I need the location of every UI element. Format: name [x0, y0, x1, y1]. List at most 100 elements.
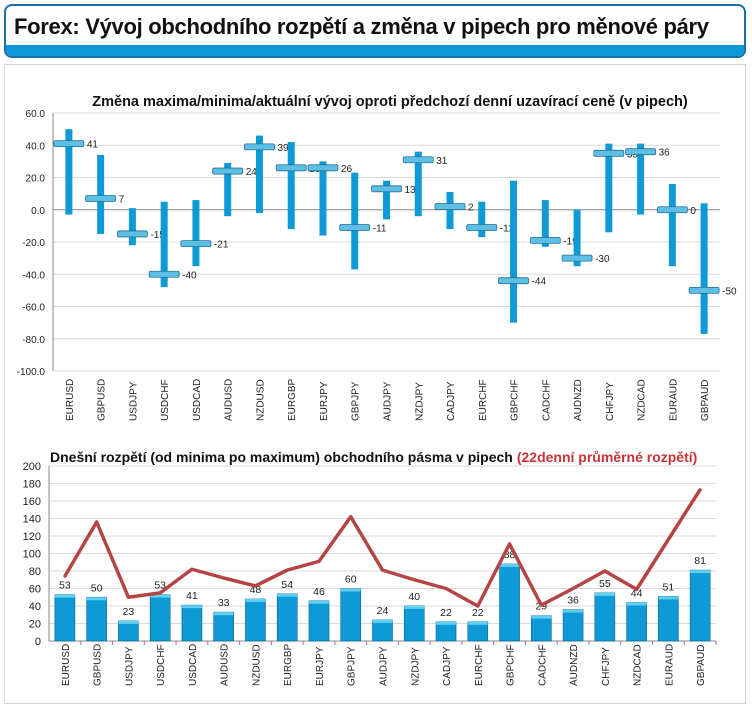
x-tick-label: GBPJPY	[351, 381, 362, 421]
current-marker	[117, 230, 148, 238]
current-marker	[561, 254, 593, 262]
bar-value-label: 23	[123, 606, 135, 618]
current-marker	[498, 277, 529, 285]
chart2-title-main: Dnešní rozpětí (od minima po maximum) ob…	[50, 449, 513, 465]
current-marker	[529, 236, 561, 244]
current-marker	[371, 185, 402, 193]
current-value-label: 41	[87, 140, 99, 151]
x-tick-label: NZDJPY	[410, 647, 421, 686]
range-bar	[213, 611, 234, 642]
x-tick-label: EURJPY	[319, 381, 330, 421]
y-tick-label: 160	[23, 496, 41, 508]
range-bar	[658, 596, 679, 642]
current-marker	[275, 164, 307, 172]
current-marker	[212, 167, 244, 175]
y-tick-label: 0	[35, 636, 41, 648]
range-bar	[446, 192, 454, 230]
range-bar	[478, 201, 486, 238]
range-bar	[383, 180, 390, 220]
range-bar	[414, 151, 422, 217]
bar-value-label: 41	[186, 590, 198, 602]
x-tick-label: AUDNZD	[569, 644, 580, 686]
average-range-point	[190, 567, 194, 571]
average-range-point	[95, 520, 99, 524]
x-tick-label: GBPUSD	[93, 644, 104, 686]
bar-highlight	[436, 621, 457, 625]
y-tick-label: 80	[29, 566, 41, 578]
bar-value-label: 24	[377, 605, 389, 617]
range-bar	[499, 563, 520, 642]
bar-highlight	[404, 606, 425, 609]
current-value-label: 13	[405, 185, 417, 196]
bar-value-label: 53	[59, 580, 71, 592]
y-tick-label: -40.0	[22, 270, 45, 281]
x-tick-label: CADCHF	[537, 644, 548, 686]
range-bar	[340, 588, 362, 642]
range-bar	[181, 604, 203, 642]
current-marker	[339, 224, 371, 231]
current-value-label: -15	[150, 230, 165, 241]
current-marker	[53, 140, 85, 148]
x-tick-label: EURCHF	[474, 644, 485, 686]
x-tick-label: CADJPY	[446, 381, 457, 421]
average-range-point	[412, 578, 416, 582]
range-bar	[637, 143, 645, 215]
range-bar	[308, 600, 330, 642]
bar-highlight	[563, 609, 584, 613]
chart2-title-highlight: (22denní průměrné rozpětí)	[517, 449, 697, 465]
x-tick-label: GBPJPY	[347, 646, 358, 686]
bar-highlight	[531, 615, 552, 619]
range-bar	[118, 620, 139, 642]
average-range-point	[603, 569, 607, 573]
current-value-label: -50	[722, 286, 737, 297]
y-tick-label: 40.0	[26, 141, 46, 152]
x-tick-label: AUDNZD	[573, 379, 584, 421]
bar-value-label: 33	[218, 597, 230, 609]
x-tick-label: EURCHF	[478, 379, 489, 421]
average-range-point	[635, 587, 639, 591]
bar-value-label: 48	[250, 584, 262, 596]
x-tick-label: GBPCHF	[510, 379, 521, 421]
x-tick-label: USDJPY	[128, 381, 139, 421]
bar-value-label: 40	[408, 591, 420, 603]
average-range-point	[571, 587, 575, 590]
x-tick-label: CHFJPY	[605, 382, 616, 421]
current-marker	[593, 149, 625, 157]
bar-highlight	[86, 597, 107, 601]
y-tick-label: -20.0	[22, 238, 45, 249]
y-tick-label: -80.0	[22, 335, 45, 346]
range-bar	[97, 154, 105, 234]
current-value-label: 0	[690, 206, 696, 217]
bar-value-label: 46	[313, 586, 325, 598]
bar-highlight	[467, 621, 488, 625]
y-tick-label: 200	[23, 461, 41, 473]
current-marker	[85, 195, 117, 202]
range-bar	[245, 598, 266, 642]
y-tick-label: 60	[29, 584, 41, 596]
range-bar	[700, 203, 708, 334]
header-accent-bar	[6, 45, 744, 56]
range-bar	[626, 602, 647, 642]
range-bar	[224, 162, 232, 217]
current-value-label: -19	[563, 236, 578, 247]
range-change-chart: Změna maxima/minima/aktuální vývoj oprot…	[17, 94, 737, 421]
bar-highlight	[626, 602, 647, 606]
bar-highlight	[213, 612, 234, 616]
bar-value-label: 51	[663, 581, 675, 593]
current-marker	[148, 270, 180, 278]
current-value-label: -11	[500, 223, 514, 234]
average-range-point	[63, 574, 67, 578]
bar-highlight	[118, 620, 139, 624]
average-range-point	[539, 603, 543, 607]
current-value-label: 39	[277, 143, 289, 154]
page-title: Forex: Vývoj obchodního rozpětí a změna …	[14, 14, 709, 39]
current-value-label: 2	[468, 203, 474, 214]
range-bar	[605, 143, 613, 233]
current-marker	[466, 224, 498, 231]
chart2-title: Dnešní rozpětí (od minima po maximum) ob…	[50, 449, 697, 465]
range-bar	[255, 135, 263, 213]
y-tick-label: 20.0	[26, 174, 46, 185]
header: Forex: Vývoj obchodního rozpětí a změna …	[4, 4, 746, 58]
range-bar	[54, 594, 76, 642]
